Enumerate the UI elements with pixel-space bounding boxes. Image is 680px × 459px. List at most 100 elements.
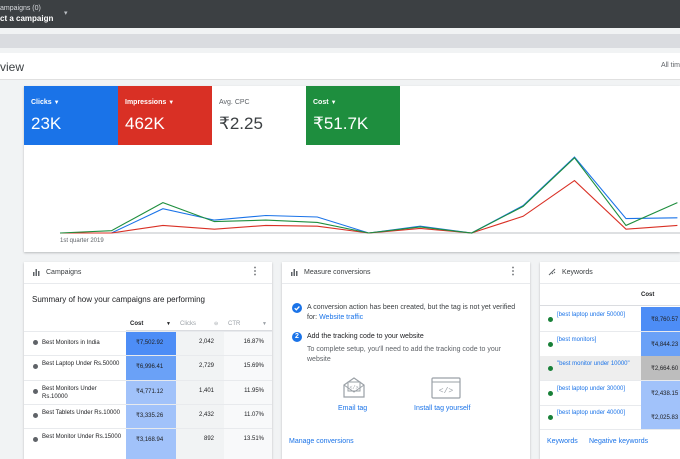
chevron-down-icon[interactable]: ▼ [53,100,60,106]
overview-header: view All tim [0,53,680,80]
x-axis-label: 1st quarter 2019 [60,238,104,244]
status-dot [548,317,553,322]
keyword-text[interactable]: [best laptop under 50000] [557,312,626,318]
keyword-cost: ₹4,844.23 [651,342,679,348]
card-header: Campaigns ⋮ [24,262,272,284]
email-icon: </> [343,377,365,398]
notice-text: A conversion action has been created, bu… [307,304,516,321]
cost-cell [126,429,176,453]
step-description: To complete setup, you'll need to add th… [307,346,501,363]
top-bar: ampaigns (0) ct a campaign ▾ [0,0,680,28]
date-range[interactable]: All tim [660,62,680,69]
campaigns-card: Campaigns ⋮ Summary of how your campaign… [24,262,272,459]
row-divider [24,355,272,356]
campaign-clicks: 2,042 [198,339,214,345]
column-header[interactable]: Cost [641,292,655,298]
card-title: Campaigns [46,269,82,276]
header-divider [540,305,680,306]
card-summary: Summary of how your campaigns are perfor… [32,295,205,304]
cost-cell [126,356,176,380]
keyword-text[interactable]: [best laptop under 30000] [557,386,626,392]
status-dot [33,389,38,394]
key-icon [548,268,556,276]
campaign-name[interactable]: Best Monitors in India [42,340,100,346]
campaign-name[interactable]: Best Monitor Under Rs.15000 [42,434,122,440]
conversion-notice: A conversion action has been created, bu… [307,303,522,323]
column-header[interactable]: Cost [126,317,176,331]
check-circle-icon [292,303,302,313]
row-divider [540,405,680,406]
column-header[interactable]: CTR [224,317,272,331]
metric-value: ₹2.25 [219,114,263,133]
row-divider [24,404,272,405]
card-title: Keywords [562,269,593,276]
keyword-cost: ₹2,664.60 [651,366,679,372]
column-background [176,332,224,459]
more-vert-icon[interactable]: ⋮ [250,266,260,277]
cost-cell [641,307,680,331]
campaign-cost: ₹3,335.26 [136,413,164,419]
metric-impressions[interactable]: Impressions ▼ 462K [118,86,212,145]
metric-cost[interactable]: Cost ▼ ₹51.7K [306,86,400,145]
metric-value: ₹51.7K [313,114,369,133]
campaign-clicks: 1,401 [198,388,214,394]
campaign-ctr: 13.51% [243,436,264,442]
keyword-cost: ₹2,438.15 [651,391,679,397]
column-header[interactable]: Clicks [176,317,224,331]
row-divider [24,428,272,429]
status-dot [548,342,553,347]
row-divider [24,380,272,381]
campaign-name[interactable]: Best Tablets Under Rs.10000 [42,410,120,416]
sort-icon[interactable]: ▼ [166,321,171,327]
keyword-text[interactable]: "best monitor under 10000" [557,361,630,367]
campaign-cost: ₹7,502.92 [136,340,164,346]
card-header: Keywords [540,262,680,284]
campaign-name[interactable]: Best Monitors Under Rs.10000 [42,386,97,400]
metric-name: Avg. CPC [219,99,250,106]
status-dot [33,364,38,369]
campaigns-count-label: ampaigns (0) [0,5,41,12]
keywords-link[interactable]: Keywords [547,438,578,445]
campaign-cost: ₹4,771.12 [136,389,164,395]
status-dot [33,413,38,418]
manage-conversions-link[interactable]: Manage conversions [289,438,354,445]
cost-cell [126,405,176,429]
status-dot [33,340,38,345]
series-line-clicks [60,156,678,234]
secondary-bar [0,34,680,48]
email-tag-link[interactable]: Email tag [338,405,368,412]
install-tag-link[interactable]: Install tag yourself [414,405,471,412]
metric-value: 23K [31,114,62,133]
chevron-down-icon[interactable]: ▼ [330,100,337,106]
cost-cell [641,356,680,380]
metric-avg-cpc[interactable]: Avg. CPC ₹2.25 [212,86,306,145]
more-vert-icon[interactable]: ⋮ [508,266,518,277]
campaign-selector[interactable]: ct a campaign [0,14,54,23]
negative-keywords-link[interactable]: Negative keywords [589,438,649,445]
step-number-badge: 2 [292,332,302,342]
svg-text:</>: </> [439,387,454,396]
remove-column-icon[interactable]: ⊖ [214,321,219,327]
campaign-ctr: 11.95% [244,388,264,394]
chevron-down-icon[interactable]: ▼ [168,100,175,106]
keyword-text[interactable]: [best monitors] [557,337,597,343]
bar-chart-icon [33,269,40,276]
cost-cell [641,381,680,405]
metric-name: Cost [313,99,329,106]
sort-icon[interactable]: ▼ [262,321,267,327]
card-title: Measure conversions [304,269,371,276]
chevron-down-icon[interactable]: ▾ [64,10,68,17]
campaign-ctr: 11.07% [244,412,264,418]
campaign-cost: ₹6,996.41 [136,364,164,370]
keyword-text[interactable]: [best laptop under 40000] [557,410,626,416]
card-header: Measure conversions ⋮ [282,262,530,284]
metric-name: Impressions [125,99,167,106]
campaign-clicks: 2,729 [198,363,214,369]
metric-clicks[interactable]: Clicks ▼ 23K [24,86,118,145]
performance-card: Clicks ▼ 23K Impressions ▼ 462K Avg. CPC ₹… [24,86,680,252]
cost-cell [641,332,680,356]
series-line-impressions [60,179,678,234]
website-traffic-link[interactable]: Website traffic [319,314,364,321]
campaign-name[interactable]: Best Laptop Under Rs.50000 [42,361,120,367]
keyword-cost: ₹8,760.57 [651,317,679,323]
